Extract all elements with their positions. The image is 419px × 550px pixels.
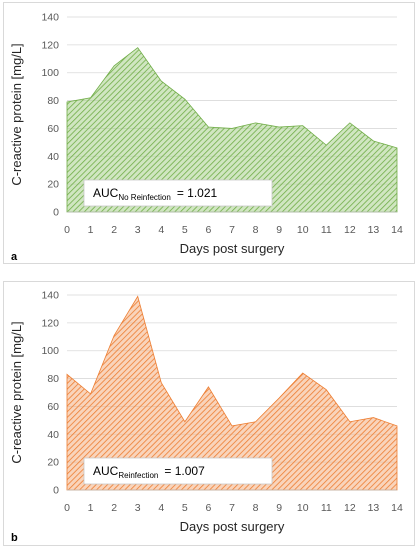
auc-prefix: AUC — [93, 464, 119, 478]
auc-annotation-box — [83, 179, 273, 207]
chart-panel-a: 0 20 40 60 80 100 120 140 0 1 2 3 4 5 6 7 8 9 10 11 12 13 14 Da… — [3, 2, 415, 264]
x-tick-label: 6 — [206, 502, 212, 514]
x-tick-label: 1 — [88, 224, 94, 236]
x-tick-label: 10 — [297, 224, 309, 236]
x-tick-label: 13 — [368, 502, 380, 514]
y-tick-label: 120 — [41, 317, 59, 329]
y-tick-label: 0 — [53, 485, 59, 497]
y-tick-label: 0 — [53, 207, 59, 219]
auc-annotation: AUCReinfection = 1.007 — [93, 464, 205, 480]
y-axis-title: C-reactive protein [mg/L] — [9, 43, 24, 185]
x-tick-label: 6 — [206, 224, 212, 236]
y-tick-label: 140 — [41, 12, 59, 24]
auc-subscript: No Reinfection — [118, 193, 170, 202]
x-tick-label: 1 — [88, 502, 94, 514]
x-tick-label: 7 — [229, 502, 235, 514]
auc-value: = 1.021 — [177, 186, 218, 200]
x-tick-label: 9 — [276, 224, 282, 236]
y-tick-label: 20 — [47, 179, 59, 191]
x-tick-label: 8 — [253, 502, 259, 514]
x-tick-label: 9 — [276, 502, 282, 514]
y-tick-label: 100 — [41, 345, 59, 357]
y-tick-label: 20 — [47, 457, 59, 469]
auc-annotation: AUCNo Reinfection = 1.021 — [93, 186, 218, 202]
y-tick-label: 40 — [47, 429, 59, 441]
x-tick-label: 4 — [158, 502, 164, 514]
x-tick-label: 12 — [344, 224, 356, 236]
y-tick-label: 80 — [47, 373, 59, 385]
x-tick-label: 12 — [344, 502, 356, 514]
x-tick-label: 5 — [182, 502, 188, 514]
x-tick-label: 5 — [182, 224, 188, 236]
y-tick-label: 40 — [47, 151, 59, 163]
x-axis-title: Days post surgery — [180, 241, 285, 256]
auc-prefix: AUC — [93, 186, 119, 200]
panel-label: a — [11, 251, 18, 263]
y-tick-label: 60 — [47, 123, 59, 135]
x-tick-label: 2 — [111, 224, 117, 236]
y-tick-label: 80 — [47, 95, 59, 107]
x-tick-label: 3 — [135, 224, 141, 236]
auc-subscript: Reinfection — [118, 471, 158, 480]
x-tick-label: 11 — [321, 502, 332, 514]
y-axis-title: C-reactive protein [mg/L] — [9, 321, 24, 463]
series-area — [66, 295, 398, 491]
y-tick-label: 100 — [41, 67, 59, 79]
x-tick-label: 3 — [135, 502, 141, 514]
x-tick-label: 7 — [229, 224, 235, 236]
x-tick-label: 13 — [368, 224, 380, 236]
x-tick-label: 2 — [111, 502, 117, 514]
panel-label: b — [11, 532, 18, 544]
y-tick-label: 120 — [41, 39, 59, 51]
x-axis-title: Days post surgery — [180, 519, 285, 534]
y-tick-label: 60 — [47, 401, 59, 413]
x-tick-label: 0 — [64, 224, 70, 236]
series-area — [66, 47, 398, 213]
x-tick-label: 11 — [321, 224, 332, 236]
auc-value: = 1.007 — [164, 464, 205, 478]
x-tick-label: 14 — [391, 502, 403, 514]
x-tick-label: 8 — [253, 224, 259, 236]
y-tick-label: 140 — [41, 290, 59, 302]
x-tick-label: 4 — [158, 224, 164, 236]
chart-panel-b: 0 20 40 60 80 100 120 140 0 1 2 3 4 5 6 7 8 9 10 11 12 13 14 Da… — [3, 281, 415, 546]
auc-annotation-box — [83, 457, 273, 485]
x-tick-label: 10 — [297, 502, 309, 514]
x-tick-label: 14 — [391, 224, 403, 236]
x-tick-label: 0 — [64, 502, 70, 514]
